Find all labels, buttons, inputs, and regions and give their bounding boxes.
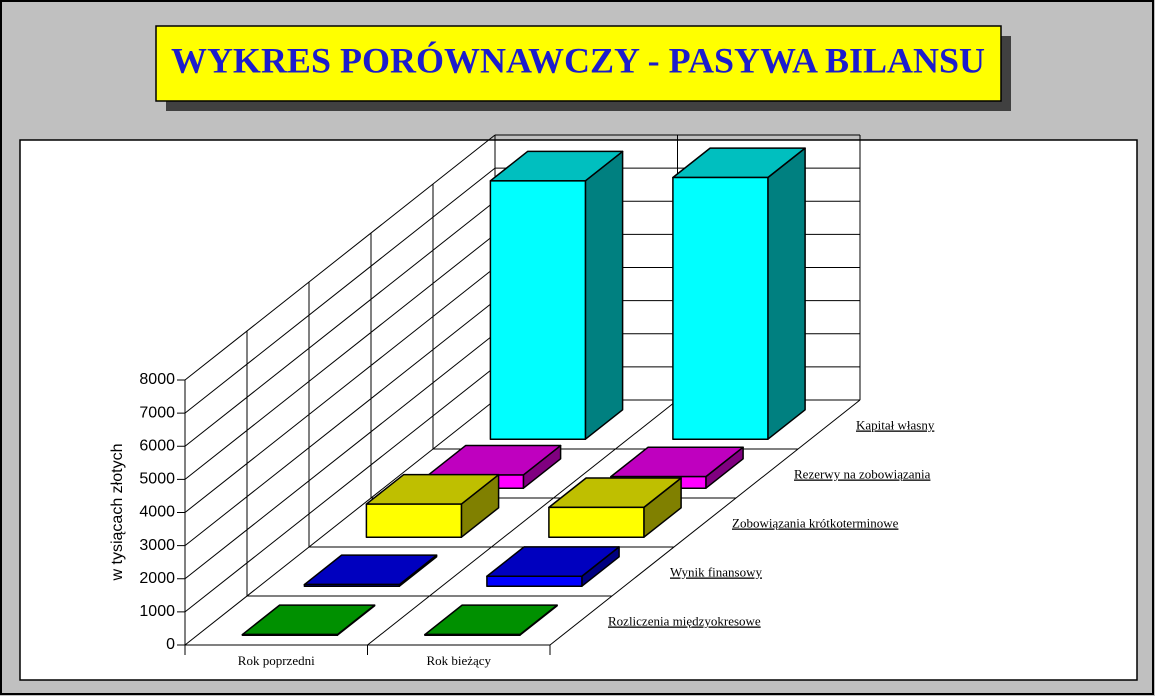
grid-line [184, 267, 496, 513]
bar [489, 180, 587, 440]
legend-label: Rezerwy na zobowiązania [794, 466, 931, 481]
title-box [155, 25, 1002, 102]
x-tick-label: Rok bieżący [426, 653, 491, 668]
grid-line [184, 399, 496, 646]
y-tick-label: 3000 [139, 537, 175, 554]
floor-line [549, 399, 861, 646]
legend-label: Zobowiązania krótkoterminowe [732, 515, 899, 530]
y-axis-label: w tysiącach złotych [109, 444, 126, 582]
y-tick-label: 8000 [139, 371, 175, 388]
grid-line [184, 366, 496, 613]
bar [672, 176, 769, 440]
chart-title: WYKRES PORÓWNAWCZY - PASYWA BILANSU [171, 40, 985, 80]
y-tick-label: 1000 [139, 603, 175, 620]
legend-label: Kapitał własny [856, 417, 935, 432]
grid-line [184, 300, 496, 547]
y-tick-label: 2000 [139, 570, 175, 587]
grid-line [184, 233, 496, 480]
grid-line [184, 200, 496, 447]
y-tick-label: 6000 [139, 437, 175, 454]
grid-line [184, 333, 496, 580]
bar [303, 583, 401, 587]
bar-side [584, 150, 624, 440]
legend-label: Rozliczenia międzyokresowe [608, 613, 761, 628]
y-tick-label: 5000 [139, 471, 175, 488]
floor-line [367, 399, 678, 646]
bar [548, 506, 645, 538]
bar [486, 575, 583, 587]
bar [241, 633, 339, 636]
grid-line [184, 167, 496, 414]
y-tick-label: 7000 [139, 404, 175, 421]
bar [424, 633, 521, 636]
grid-line [184, 134, 496, 381]
y-tick-label: 4000 [139, 504, 175, 521]
legend-label: Wynik finansowy [670, 564, 763, 579]
y-tick-label: 0 [166, 636, 175, 653]
x-tick-label: Rok poprzedni [238, 653, 315, 668]
bar [365, 503, 463, 538]
bar-side [767, 147, 806, 440]
